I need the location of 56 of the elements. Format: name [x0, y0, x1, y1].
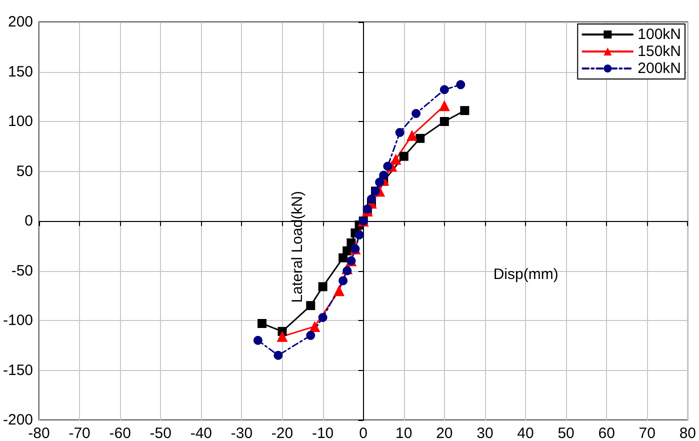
x-tick-label: 80	[679, 425, 696, 441]
point	[306, 301, 316, 310]
point	[334, 285, 345, 296]
point	[276, 330, 288, 342]
point	[309, 320, 320, 332]
point	[440, 117, 449, 126]
x-tick-label: 60	[598, 425, 615, 441]
x-tick-label: -60	[109, 425, 131, 441]
point	[395, 128, 404, 137]
legend-label: 100kN	[638, 26, 681, 43]
y-tick-label: 50	[16, 162, 34, 180]
y-tick-label: 200	[8, 14, 34, 30]
point	[412, 109, 421, 118]
y-tick-label: -50	[11, 262, 34, 280]
point	[257, 318, 266, 328]
point	[318, 313, 328, 322]
x-tick-label: 40	[517, 425, 534, 441]
point	[416, 134, 425, 143]
x-axis-title: Disp(mm)	[493, 266, 558, 283]
point	[375, 178, 384, 187]
x-tick-label: 20	[436, 425, 453, 441]
y-tick-label: -100	[2, 312, 34, 329]
y-axis-title: Lateral Load(kN)	[288, 191, 306, 303]
x-tick-label: 30	[476, 425, 494, 441]
point	[406, 130, 418, 141]
point	[440, 85, 449, 94]
point	[460, 106, 470, 116]
x-tick-label: 0	[359, 425, 368, 441]
x-tick-label: -70	[68, 425, 90, 441]
point	[306, 330, 316, 340]
y-tick-label: 100	[8, 113, 34, 130]
point	[318, 282, 328, 292]
x-tick-label: -30	[230, 425, 253, 441]
point	[274, 350, 283, 360]
y-tick-label: -150	[2, 362, 34, 379]
point	[342, 266, 352, 276]
x-tick-label: 10	[396, 425, 412, 441]
x-tick-label: 50	[558, 425, 574, 441]
x-tick-label: -40	[190, 425, 212, 441]
point	[438, 100, 450, 112]
point	[354, 230, 364, 240]
point	[366, 194, 376, 204]
y-tick-label: 0	[24, 212, 34, 230]
point	[253, 336, 262, 345]
x-tick-label: -20	[271, 425, 294, 441]
x-tick-label: 70	[638, 425, 656, 441]
legend-label: 200kN	[638, 60, 681, 77]
point	[383, 162, 392, 171]
x-tick-label: -10	[312, 425, 334, 441]
x-tick-label: -50	[150, 425, 172, 441]
y-tick-label: 150	[8, 63, 34, 80]
point	[399, 152, 408, 161]
point	[338, 276, 348, 286]
point	[379, 170, 388, 180]
legend-label: 150kN	[638, 43, 681, 60]
point	[456, 80, 466, 90]
